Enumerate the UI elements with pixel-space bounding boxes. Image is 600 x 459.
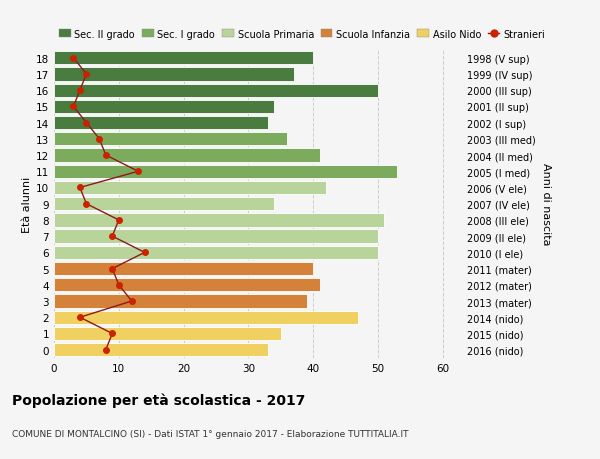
Bar (54, 214, 384, 227)
Text: Popolazione per età scolastica - 2017: Popolazione per età scolastica - 2017 (12, 392, 305, 407)
Bar (54, 84, 378, 98)
Bar (54, 52, 313, 65)
Bar (54, 295, 307, 308)
Bar (54, 133, 287, 146)
Bar (54, 68, 293, 81)
Legend: Sec. II grado, Sec. I grado, Scuola Primaria, Scuola Infanzia, Asilo Nido, Stran: Sec. II grado, Sec. I grado, Scuola Prim… (59, 29, 545, 39)
Bar (54, 230, 378, 243)
Y-axis label: Anni di nascita: Anni di nascita (541, 163, 551, 246)
Bar (54, 117, 268, 130)
Bar (54, 311, 358, 324)
Bar (54, 198, 274, 211)
Bar (54, 165, 397, 179)
Bar (54, 246, 378, 259)
Bar (54, 343, 268, 357)
Text: COMUNE DI MONTALCINO (SI) - Dati ISTAT 1° gennaio 2017 - Elaborazione TUTTITALIA: COMUNE DI MONTALCINO (SI) - Dati ISTAT 1… (12, 429, 409, 438)
Bar (54, 101, 274, 114)
Bar (54, 327, 281, 341)
Y-axis label: Età alunni: Età alunni (22, 176, 32, 232)
Bar (54, 149, 320, 162)
Bar (54, 263, 313, 276)
Bar (54, 181, 326, 195)
Bar (54, 279, 320, 292)
